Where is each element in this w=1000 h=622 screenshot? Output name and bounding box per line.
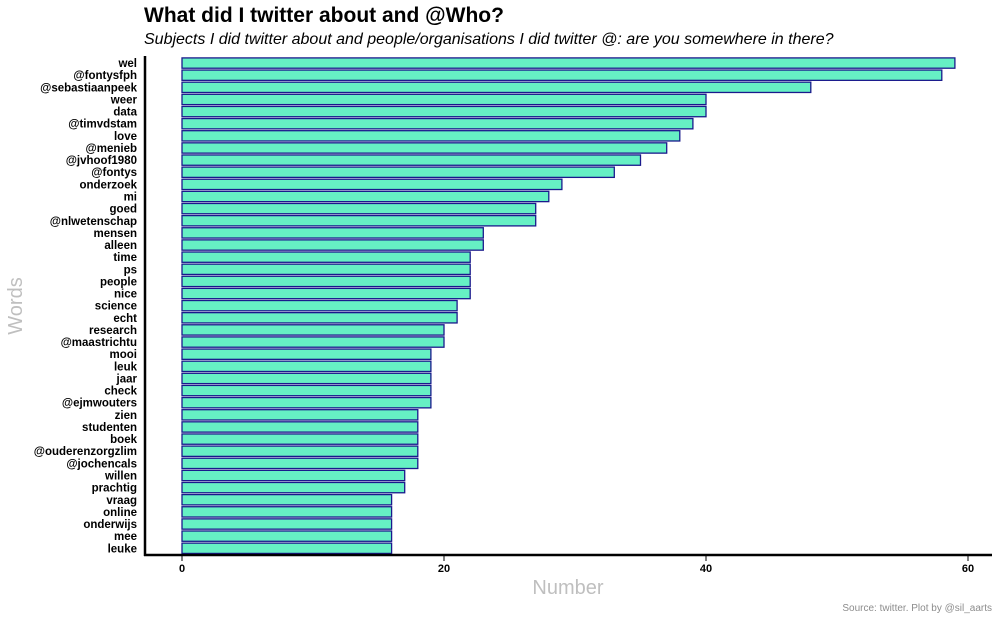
x-tick-label: 60 [962,563,974,575]
category-label: nice [114,289,137,301]
bar-weer [181,93,707,106]
bar-check [181,384,432,397]
chart-caption: Source: twitter. Plot by @sil_aarts [842,603,992,614]
bar-goed [181,202,537,215]
bars-group [181,57,956,555]
x-tick-label: 40 [700,563,712,575]
bar-science [181,299,458,312]
bar-love [181,130,681,142]
category-label: data [113,107,137,119]
bar-vraag [181,493,393,506]
bar-zien [181,409,419,421]
bar-ouderenzorgzlim [181,445,419,458]
bar-jvhoof1980 [181,154,642,166]
category-label: research [89,325,137,337]
category-label: @timvdstam [68,119,137,131]
bar-ejmwouters [181,396,432,409]
category-labels-group: wel@fontysfph@sebastiaanpeekweerdata@tim… [34,58,138,555]
category-label: check [104,386,137,398]
category-label: echt [113,313,137,325]
category-label: wel [117,58,137,70]
category-label: alleen [104,240,137,252]
bar-echt [181,311,458,324]
category-label: goed [110,204,137,216]
category-label: mi [124,192,137,204]
category-label: mooi [110,349,137,361]
bar-menieb [181,142,668,154]
category-label: prachtig [92,483,137,495]
category-label: weer [110,94,138,106]
bar-sebastiaanpeek [181,81,812,94]
y-axis-title: Words [5,277,27,334]
bar-leuk [181,360,432,373]
category-label: vraag [106,495,137,507]
x-tick-label: 0 [179,563,185,575]
category-label: @ouderenzorgzlim [34,446,137,458]
category-label: love [114,131,137,143]
bar-fontys [181,166,615,179]
category-label: time [113,252,137,264]
bar-ps [181,263,471,276]
chart-subtitle: Subjects I did twitter about and people/… [144,31,834,48]
category-label: online [103,507,137,519]
bar-mensen [181,227,484,239]
bar-jochencals [181,457,419,470]
bar-mooi [181,348,432,360]
bar-fontysfph [181,69,943,81]
bar-wel [181,57,956,69]
category-label: mensen [94,228,137,240]
bar-prachtig [181,481,406,494]
category-label: zien [115,410,137,422]
category-label: @jochencals [66,458,137,470]
category-label: boek [110,434,137,446]
bar-nice [181,287,471,300]
bar-boek [181,433,419,445]
bar-maastrichtu [181,336,445,348]
bar-timvdstam [181,117,694,130]
category-label: @nlwetenschap [50,216,137,228]
category-label: @fontys [91,167,137,179]
x-axis-title: Number [532,577,603,599]
bar-nlwetenschap [181,214,537,227]
bar-onderwijs [181,518,393,530]
bar-mi [181,190,550,203]
bar-leuke [181,542,393,555]
category-label: @sebastiaanpeek [40,82,137,94]
bar-jaar [181,372,432,385]
bar-data [181,105,707,118]
bar-online [181,506,393,518]
category-label: studenten [82,422,137,434]
x-ticks-group: 0 20 40 60 [179,556,974,575]
category-label: ps [124,264,137,276]
category-label: @fontysfph [73,70,137,82]
category-label: jaar [116,373,138,385]
bar-people [181,275,471,288]
category-label: willen [104,470,137,482]
category-label: mee [114,531,137,543]
category-label: leuk [114,361,138,373]
bar-mee [181,530,393,542]
chart-title: What did I twitter about and @Who? [144,4,504,27]
x-tick-label: 20 [438,563,450,575]
category-label: science [95,301,137,313]
bar-onderzoek [181,178,563,191]
bar-willen [181,469,406,482]
category-label: people [100,276,137,288]
category-label: onderzoek [79,179,137,191]
category-label: onderwijs [83,519,137,531]
category-label: @maastrichtu [61,337,137,349]
category-label: @jvhoof1980 [66,155,137,167]
bar-studenten [181,421,419,433]
bar-alleen [181,239,484,251]
category-label: leuke [108,543,137,555]
bar-time [181,251,471,263]
category-label: @ejmwouters [62,398,137,410]
bar-research [181,324,445,336]
category-label: @menieb [86,143,137,155]
